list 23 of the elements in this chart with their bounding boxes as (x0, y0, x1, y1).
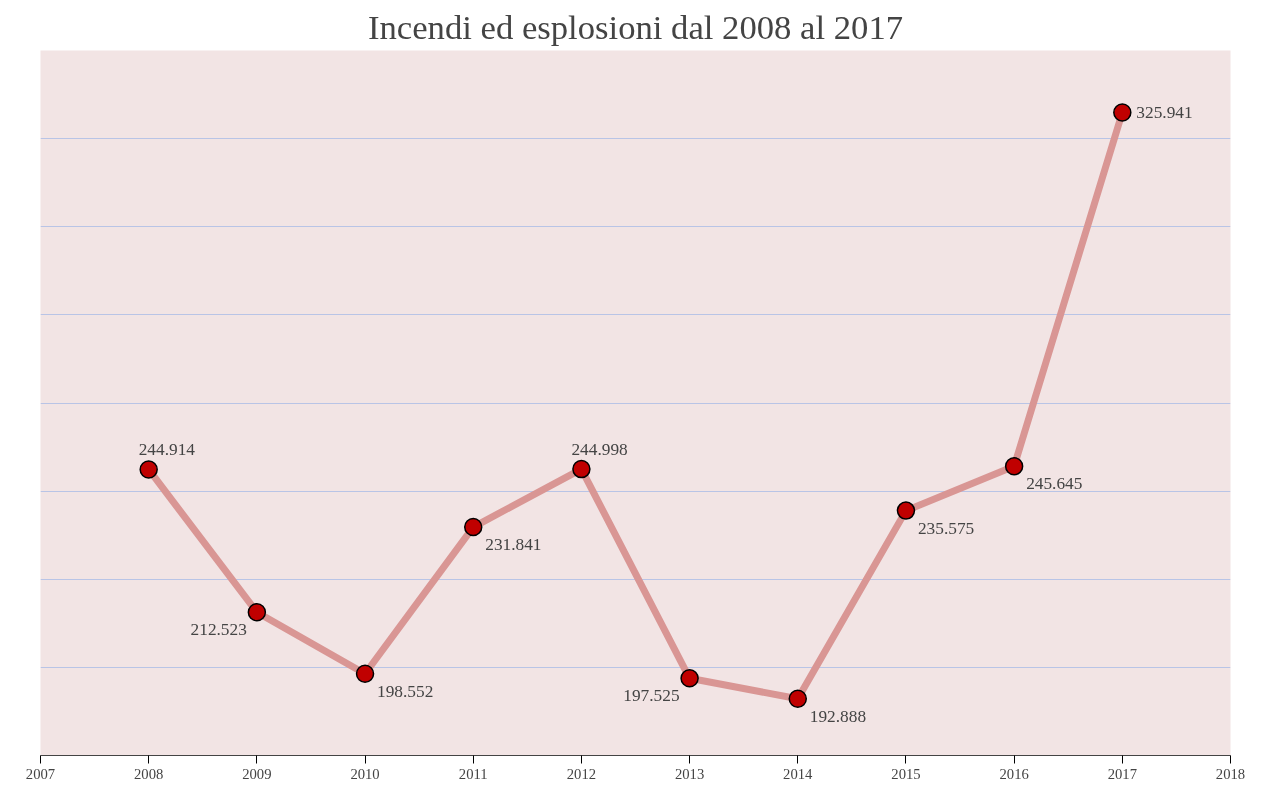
x-tick-label: 2008 (134, 765, 164, 782)
data-label: 212.523 (190, 620, 247, 640)
data-label: 244.914 (138, 440, 196, 460)
x-tick-label: 2009 (242, 765, 272, 782)
data-label: 192.888 (809, 706, 867, 726)
chart-title: Incendi ed esplosioni dal 2008 al 2017 (367, 7, 904, 46)
data-label: 197.525 (623, 686, 680, 706)
x-tick-label: 2011 (458, 765, 488, 782)
x-tick-label: 2013 (674, 765, 705, 782)
data-label: 244.998 (571, 440, 628, 460)
x-tick-label: 2010 (350, 765, 380, 782)
x-tick-label: 2015 (891, 765, 921, 782)
data-label: 325.941 (1136, 102, 1193, 122)
data-label: 235.575 (917, 518, 975, 538)
x-tick-label: 2016 (999, 765, 1029, 782)
data-label: 231.841 (485, 535, 542, 555)
x-tick-label: 2007 (25, 765, 56, 782)
data-label: 198.552 (377, 681, 434, 701)
x-tick-label: 2018 (1215, 765, 1246, 782)
data-label: 245.645 (1026, 474, 1083, 494)
x-tick-label: 2012 (566, 765, 597, 782)
x-tick-label: 2017 (1107, 765, 1137, 782)
x-tick-label: 2014 (783, 765, 814, 782)
